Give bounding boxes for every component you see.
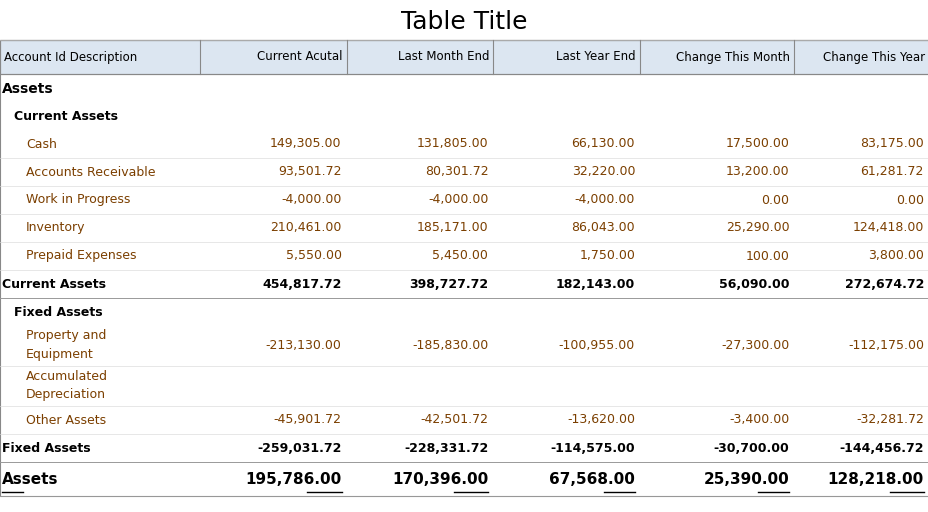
Bar xyxy=(0,40,928,496)
Text: Accounts Receivable: Accounts Receivable xyxy=(26,165,155,179)
Text: -144,456.72: -144,456.72 xyxy=(839,441,923,455)
Text: -4,000.00: -4,000.00 xyxy=(574,194,635,206)
Text: 93,501.72: 93,501.72 xyxy=(277,165,342,179)
Text: 61,281.72: 61,281.72 xyxy=(859,165,923,179)
Text: Table Title: Table Title xyxy=(401,10,527,34)
Text: Last Month End: Last Month End xyxy=(397,51,489,63)
Text: Property and: Property and xyxy=(26,330,107,343)
Text: 0.00: 0.00 xyxy=(895,194,923,206)
Text: -112,175.00: -112,175.00 xyxy=(847,339,923,352)
Text: 56,090.00: 56,090.00 xyxy=(718,278,789,290)
Text: Other Assets: Other Assets xyxy=(26,414,106,426)
Text: 1,750.00: 1,750.00 xyxy=(578,249,635,263)
Text: 210,461.00: 210,461.00 xyxy=(270,222,342,234)
Text: Assets: Assets xyxy=(2,472,58,486)
Text: 66,130.00: 66,130.00 xyxy=(571,138,635,151)
Text: Current Assets: Current Assets xyxy=(14,111,118,123)
Text: -4,000.00: -4,000.00 xyxy=(281,194,342,206)
Text: Fixed Assets: Fixed Assets xyxy=(14,306,102,318)
Text: 398,727.72: 398,727.72 xyxy=(408,278,488,290)
Text: 124,418.00: 124,418.00 xyxy=(852,222,923,234)
Text: Current Assets: Current Assets xyxy=(2,278,106,290)
Text: -4,000.00: -4,000.00 xyxy=(428,194,488,206)
Text: Last Year End: Last Year End xyxy=(556,51,636,63)
Text: Prepaid Expenses: Prepaid Expenses xyxy=(26,249,136,263)
Text: Change This Month: Change This Month xyxy=(676,51,790,63)
Text: 272,674.72: 272,674.72 xyxy=(844,278,923,290)
Text: -114,575.00: -114,575.00 xyxy=(550,441,635,455)
Text: -3,400.00: -3,400.00 xyxy=(728,414,789,426)
Text: -45,901.72: -45,901.72 xyxy=(273,414,342,426)
Text: 67,568.00: 67,568.00 xyxy=(548,472,635,486)
Text: -213,130.00: -213,130.00 xyxy=(265,339,342,352)
Text: Depreciation: Depreciation xyxy=(26,388,106,401)
Text: 13,200.00: 13,200.00 xyxy=(725,165,789,179)
Text: -13,620.00: -13,620.00 xyxy=(566,414,635,426)
Text: Current Acutal: Current Acutal xyxy=(257,51,342,63)
Text: 182,143.00: 182,143.00 xyxy=(555,278,635,290)
Text: -259,031.72: -259,031.72 xyxy=(257,441,342,455)
Text: Change This Year: Change This Year xyxy=(822,51,924,63)
Text: -32,281.72: -32,281.72 xyxy=(856,414,923,426)
Text: 131,805.00: 131,805.00 xyxy=(417,138,488,151)
Text: Inventory: Inventory xyxy=(26,222,85,234)
Text: 149,305.00: 149,305.00 xyxy=(270,138,342,151)
Text: 80,301.72: 80,301.72 xyxy=(424,165,488,179)
Text: 0.00: 0.00 xyxy=(760,194,789,206)
Text: 25,290.00: 25,290.00 xyxy=(725,222,789,234)
Text: 5,450.00: 5,450.00 xyxy=(432,249,488,263)
Text: 5,550.00: 5,550.00 xyxy=(285,249,342,263)
Text: Work in Progress: Work in Progress xyxy=(26,194,130,206)
Text: Accumulated: Accumulated xyxy=(26,370,108,382)
Text: 3,800.00: 3,800.00 xyxy=(867,249,923,263)
Text: -30,700.00: -30,700.00 xyxy=(713,441,789,455)
Bar xyxy=(0,40,928,74)
Text: Equipment: Equipment xyxy=(26,348,94,360)
Text: Assets: Assets xyxy=(2,82,54,96)
Text: 17,500.00: 17,500.00 xyxy=(725,138,789,151)
Text: -100,955.00: -100,955.00 xyxy=(559,339,635,352)
Text: 32,220.00: 32,220.00 xyxy=(571,165,635,179)
Text: Fixed Assets: Fixed Assets xyxy=(2,441,91,455)
Text: 100.00: 100.00 xyxy=(744,249,789,263)
Text: 185,171.00: 185,171.00 xyxy=(417,222,488,234)
Text: -42,501.72: -42,501.72 xyxy=(419,414,488,426)
Text: -185,830.00: -185,830.00 xyxy=(412,339,488,352)
Text: 86,043.00: 86,043.00 xyxy=(571,222,635,234)
Text: 195,786.00: 195,786.00 xyxy=(245,472,342,486)
Text: Account Id Description: Account Id Description xyxy=(4,51,137,63)
Text: 128,218.00: 128,218.00 xyxy=(827,472,923,486)
Text: Cash: Cash xyxy=(26,138,57,151)
Text: 170,396.00: 170,396.00 xyxy=(392,472,488,486)
Text: 25,390.00: 25,390.00 xyxy=(702,472,789,486)
Text: 454,817.72: 454,817.72 xyxy=(262,278,342,290)
Text: 83,175.00: 83,175.00 xyxy=(859,138,923,151)
Text: -228,331.72: -228,331.72 xyxy=(404,441,488,455)
Text: -27,300.00: -27,300.00 xyxy=(720,339,789,352)
